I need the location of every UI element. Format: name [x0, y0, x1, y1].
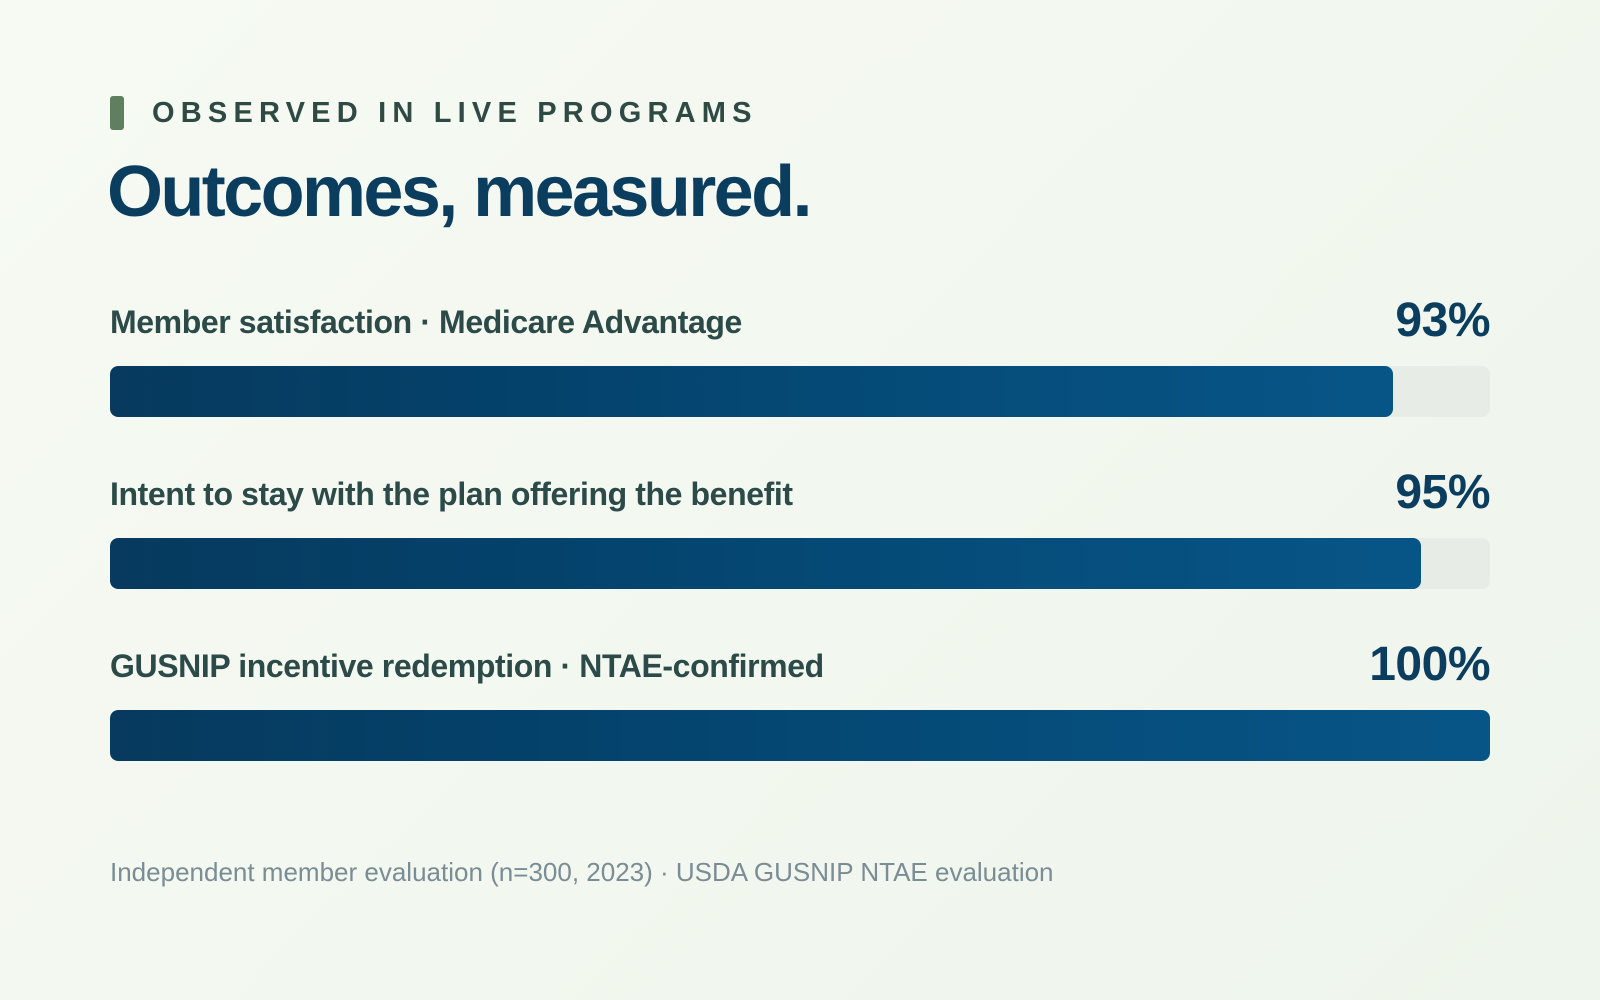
eyebrow-text: OBSERVED IN LIVE PROGRAMS — [152, 97, 758, 129]
bar-value-label: 93% — [1395, 294, 1490, 347]
eyebrow-accent-bar — [110, 96, 124, 130]
bar-value-label: 95% — [1395, 466, 1490, 519]
eyebrow: OBSERVED IN LIVE PROGRAMS — [110, 96, 758, 130]
bar-category-label: Member satisfaction · Medicare Advantage — [110, 304, 742, 340]
outcomes-slide: OBSERVED IN LIVE PROGRAMS Outcomes, meas… — [107, 0, 1490, 1000]
bar — [110, 538, 1421, 589]
bar-value-label: 100% — [1369, 638, 1490, 691]
page-title: Outcomes, measured. — [107, 152, 812, 232]
bar-row: Intent to stay with the plan offering th… — [110, 464, 1490, 594]
bar-track — [110, 366, 1490, 417]
bar-track — [110, 710, 1490, 761]
bar-row: Member satisfaction · Medicare Advantage… — [110, 292, 1490, 422]
bar-category-label: Intent to stay with the plan offering th… — [110, 476, 793, 512]
bar — [110, 366, 1394, 417]
bar-track — [110, 538, 1490, 589]
bar-category-label: GUSNIP incentive redemption · NTAE-confi… — [110, 648, 824, 684]
bar — [110, 710, 1490, 761]
source-footnote: Independent member evaluation (n=300, 20… — [110, 857, 1054, 887]
bar-row: GUSNIP incentive redemption · NTAE-confi… — [110, 636, 1490, 766]
